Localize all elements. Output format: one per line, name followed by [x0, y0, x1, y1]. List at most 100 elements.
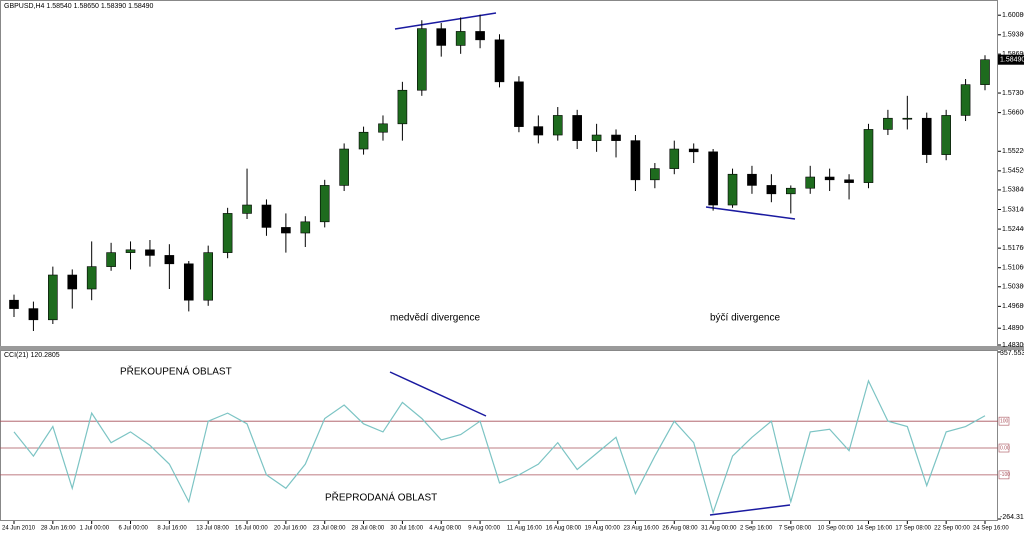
y-tick-label: 1.55220	[1002, 148, 1024, 155]
last-price-tag	[998, 54, 1024, 65]
y-tick-label: 357.5533	[1000, 350, 1024, 357]
x-tick-label: 23 Aug 16:00	[623, 526, 659, 532]
x-tick-label: 24 Jun 2010	[2, 526, 36, 532]
annotation: býčí divergence	[710, 313, 780, 324]
candle-body	[941, 115, 951, 155]
y-tick-label: 1.48300	[1002, 342, 1024, 349]
y-tick-label: 1.50380	[1002, 284, 1024, 291]
x-tick-label: 17 Sep 08:00	[895, 526, 931, 532]
y-tick-label: 1.56600	[1002, 109, 1024, 116]
level-tag	[998, 416, 1010, 426]
last-price-label: 1.58490	[1000, 57, 1024, 64]
candle-body	[319, 185, 330, 223]
x-tick-label: 26 Aug 08:00	[662, 526, 698, 532]
y-tick-label: 1.53840	[1002, 187, 1024, 194]
candle-body	[378, 123, 388, 133]
candle-body	[67, 274, 78, 290]
y-tick-label: 1.53140	[1002, 206, 1024, 213]
candle-body	[417, 28, 427, 91]
x-tick-label: 1 Jul 00:00	[80, 526, 110, 532]
divergence-line	[389, 371, 487, 417]
y-tick-label: 1.52440	[1002, 226, 1024, 233]
candle-body	[261, 204, 272, 228]
candle-body	[145, 249, 155, 256]
candle-body	[358, 131, 369, 150]
divergence-line	[705, 206, 796, 220]
candle-body	[533, 126, 544, 136]
y-tick-label: 1.57300	[1002, 90, 1024, 97]
divergence-line	[394, 12, 497, 30]
candle-body	[669, 148, 680, 169]
x-tick-label: 11 Aug 16:00	[507, 526, 543, 532]
candle-body	[688, 148, 699, 153]
candle-body	[708, 151, 718, 206]
x-tick-label: 23 Jul 08:00	[313, 526, 346, 532]
x-tick-label: 20 Jul 16:00	[274, 526, 307, 532]
candle-body	[164, 255, 175, 265]
level-tag	[998, 443, 1010, 453]
annotation: PŘEKOUPENÁ OBLAST	[120, 365, 232, 378]
chart-header: GBPUSD,H4 1.58540 1.58650 1.58390 1.5849…	[4, 3, 154, 10]
candle-body	[824, 176, 835, 181]
x-tick-label: 30 Jul 16:00	[390, 526, 423, 532]
candle-body	[125, 249, 136, 253]
candle-body	[397, 89, 408, 125]
y-tick-label: 1.51060	[1002, 265, 1024, 272]
x-tick-label: 6 Jul 00:00	[119, 526, 149, 532]
candle-body	[844, 179, 854, 183]
candle-body	[766, 185, 777, 195]
level-tag	[998, 470, 1010, 480]
candle-body	[106, 252, 116, 267]
candle-body	[9, 299, 19, 309]
annotation: medvědí divergence	[390, 313, 480, 324]
candle-body	[650, 168, 660, 181]
y-tick-label: -264.319	[1000, 514, 1024, 521]
x-tick-label: 19 Aug 00:00	[585, 526, 621, 532]
x-tick-label: 28 Jul 08:00	[352, 526, 385, 532]
y-tick-label: 1.51760	[1002, 245, 1024, 252]
candle-body	[611, 134, 621, 141]
y-tick-label: 1.58690	[1002, 51, 1024, 58]
candle-body	[475, 31, 485, 41]
x-tick-label: 4 Aug 08:00	[429, 526, 462, 532]
candle-body	[300, 221, 311, 234]
y-tick-label: 0.00	[1000, 445, 1010, 451]
x-tick-label: 9 Aug 00:00	[468, 526, 501, 532]
candle-body	[514, 81, 524, 127]
indicator-header: CCI(21) 120.2805	[4, 352, 60, 359]
x-tick-label: 16 Aug 08:00	[546, 526, 582, 532]
candle-body	[494, 39, 505, 83]
candle-body	[28, 308, 39, 321]
x-tick-label: 14 Sep 16:00	[856, 526, 892, 532]
x-tick-label: 16 Jul 00:00	[235, 526, 268, 532]
candle-body	[747, 173, 757, 186]
candle-body	[863, 129, 874, 183]
divergence-line	[709, 504, 791, 516]
candle-body	[805, 176, 816, 189]
y-tick-label: -100	[1000, 472, 1010, 478]
x-tick-label: 8 Jul 16:00	[157, 526, 187, 532]
candle-body	[980, 59, 990, 85]
candle-body	[203, 252, 213, 301]
x-tick-label: 24 Sep 16:00	[973, 526, 1009, 532]
candle-body	[183, 263, 194, 301]
y-tick-label: 1.49680	[1002, 303, 1024, 310]
candle-body	[883, 117, 893, 130]
x-tick-label: 13 Jul 08:00	[196, 526, 229, 532]
x-tick-label: 2 Sep 16:00	[740, 526, 773, 532]
candle-body	[48, 274, 58, 321]
x-tick-label: 22 Sep 00:00	[934, 526, 970, 532]
candle-body	[455, 31, 466, 46]
candle-body	[727, 173, 738, 206]
candle-body	[572, 115, 582, 141]
candle-body	[960, 84, 971, 116]
candle-body	[591, 134, 602, 141]
y-tick-label: 1.48900	[1002, 325, 1024, 332]
cci-panel-frame	[0, 350, 998, 521]
candle-body	[281, 227, 291, 234]
y-tick-label: 1.59380	[1002, 32, 1024, 39]
candle-body	[902, 117, 913, 120]
